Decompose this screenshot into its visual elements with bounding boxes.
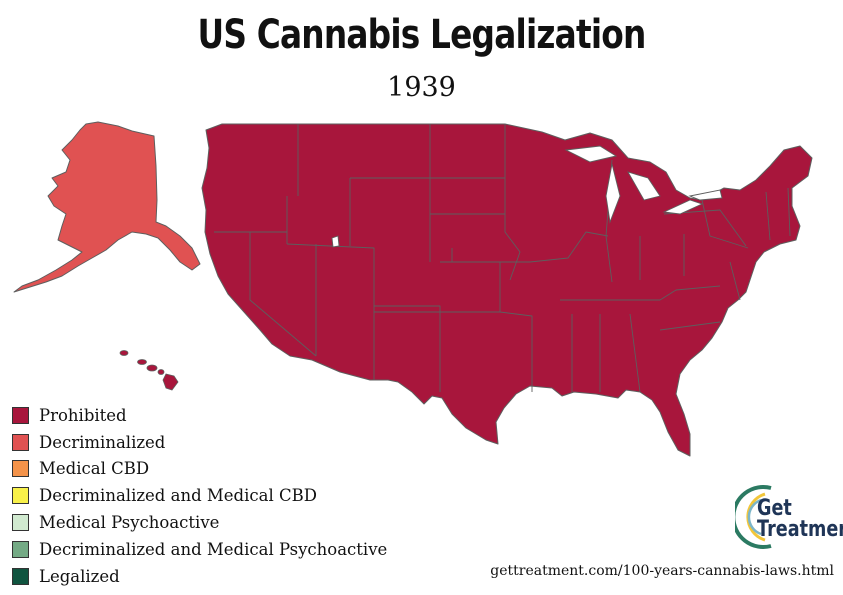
legend-swatch <box>12 540 29 558</box>
logo-arc-icon <box>735 485 772 549</box>
legend-item: Medical Psychoactive <box>12 509 387 536</box>
map-region-hawaii <box>119 350 179 391</box>
legend-swatch <box>12 514 29 532</box>
logo-line-2: Treatment <box>757 517 843 542</box>
legend-item: Medical CBD <box>12 456 387 483</box>
state-borders <box>214 124 791 393</box>
legend-label: Decriminalized and Medical CBD <box>39 486 317 506</box>
legend-label: Medical Psychoactive <box>39 513 220 533</box>
legend-label: Medical CBD <box>39 459 150 479</box>
legend-swatch <box>12 406 29 424</box>
legend-item: Legalized <box>12 563 387 590</box>
legend-swatch <box>12 567 29 585</box>
legend-item: Decriminalized and Medical Psychoactive <box>12 536 387 563</box>
legend-label: Prohibited <box>39 405 127 425</box>
logo-line-1: Get <box>757 496 792 521</box>
legend-item: Decriminalized <box>12 429 387 456</box>
map-region-alaska <box>13 121 201 293</box>
map-title: US Cannabis Legalization <box>197 12 647 58</box>
source-url: gettreatment.com/100-years-cannabis-laws… <box>490 563 834 579</box>
legend-swatch <box>12 433 29 451</box>
legend-label: Decriminalized and Medical Psychoactive <box>39 539 388 559</box>
legend-item: Decriminalized and Medical CBD <box>12 482 387 509</box>
legend-label: Legalized <box>39 566 120 586</box>
legend-item: Prohibited <box>12 402 387 429</box>
legend-swatch <box>12 460 29 478</box>
great-lakes <box>331 145 723 248</box>
legend-label: Decriminalized <box>39 432 166 452</box>
map-year: 1939 <box>387 72 456 103</box>
get-treatment-logo: Get Treatment <box>735 484 843 550</box>
map-region-contiguous-us <box>201 123 813 457</box>
legend-swatch <box>12 487 29 505</box>
legend: Prohibited Decriminalized Medical CBD Decri… <box>12 402 387 590</box>
